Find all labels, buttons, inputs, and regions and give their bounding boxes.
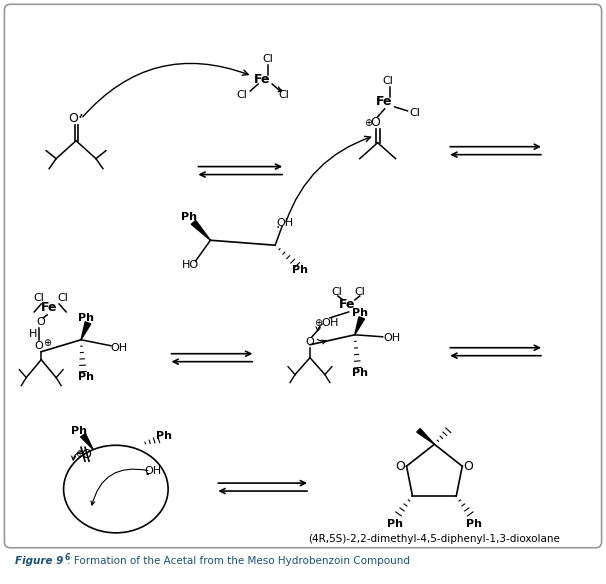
Text: H: H	[29, 329, 38, 339]
FancyArrowPatch shape	[83, 64, 248, 117]
Text: OH: OH	[110, 343, 127, 353]
Text: Cl: Cl	[279, 90, 290, 100]
Text: H: H	[330, 318, 338, 328]
FancyArrowPatch shape	[318, 339, 326, 344]
FancyArrowPatch shape	[316, 324, 322, 331]
Text: Ph: Ph	[351, 367, 368, 378]
Text: O: O	[68, 112, 78, 126]
Text: Figure 9: Figure 9	[15, 555, 63, 565]
Text: O: O	[35, 340, 44, 351]
Text: OH: OH	[276, 218, 294, 228]
Text: ·: ·	[79, 109, 84, 124]
Text: ⊕: ⊕	[314, 318, 322, 328]
Text: ⊕: ⊕	[75, 449, 83, 459]
Text: O: O	[81, 448, 91, 461]
Text: Cl: Cl	[263, 54, 273, 64]
Polygon shape	[191, 220, 210, 240]
Text: Fe: Fe	[376, 95, 393, 109]
Text: ·: ·	[78, 112, 82, 126]
FancyBboxPatch shape	[4, 4, 602, 548]
Text: ⊕: ⊕	[43, 338, 52, 347]
Text: Cl: Cl	[237, 90, 248, 100]
Text: Cl: Cl	[409, 108, 420, 118]
Text: Ph: Ph	[351, 308, 368, 318]
Text: Cl: Cl	[355, 287, 365, 297]
Text: OH: OH	[383, 333, 400, 343]
Text: Cl: Cl	[382, 76, 393, 86]
Text: Fe: Fe	[339, 298, 355, 311]
Text: O: O	[464, 460, 473, 472]
Text: O: O	[396, 460, 405, 472]
Text: O: O	[305, 337, 315, 347]
Text: Ph: Ph	[181, 213, 196, 223]
Text: O: O	[322, 318, 330, 328]
Text: Ph: Ph	[156, 432, 171, 442]
Polygon shape	[355, 317, 364, 335]
Text: Ph: Ph	[78, 371, 94, 381]
FancyArrowPatch shape	[72, 451, 82, 460]
Text: ·: ·	[276, 221, 281, 235]
Text: Ph: Ph	[71, 426, 87, 436]
Text: ·: ·	[145, 468, 150, 482]
Text: 6: 6	[65, 552, 70, 562]
Text: O: O	[371, 116, 381, 129]
FancyArrowPatch shape	[278, 86, 282, 92]
Text: Cl: Cl	[58, 293, 68, 303]
Text: O: O	[37, 317, 45, 327]
Text: Ph: Ph	[387, 519, 402, 529]
Text: OH: OH	[144, 466, 161, 476]
Text: Cl: Cl	[34, 293, 45, 303]
Text: ⊕: ⊕	[364, 118, 371, 128]
FancyArrowPatch shape	[91, 469, 148, 505]
Polygon shape	[417, 429, 435, 444]
Text: (4R,5S)-2,2-dimethyl-4,5-diphenyl-1,3-dioxolane: (4R,5S)-2,2-dimethyl-4,5-diphenyl-1,3-di…	[308, 534, 561, 544]
Text: Fe: Fe	[254, 72, 270, 85]
Text: Ph: Ph	[466, 519, 482, 529]
Text: ·: ·	[145, 468, 149, 482]
Text: Fe: Fe	[41, 301, 58, 314]
Text: Cl: Cl	[331, 287, 342, 297]
Text: Ph: Ph	[78, 313, 94, 323]
Text: Ph: Ph	[292, 265, 308, 275]
Polygon shape	[81, 322, 91, 340]
Text: HO: HO	[182, 260, 199, 270]
Polygon shape	[81, 434, 93, 449]
FancyArrowPatch shape	[286, 136, 371, 222]
Text: : Formation of the Acetal from the Meso Hydrobenzoin Compound: : Formation of the Acetal from the Meso …	[67, 555, 410, 565]
